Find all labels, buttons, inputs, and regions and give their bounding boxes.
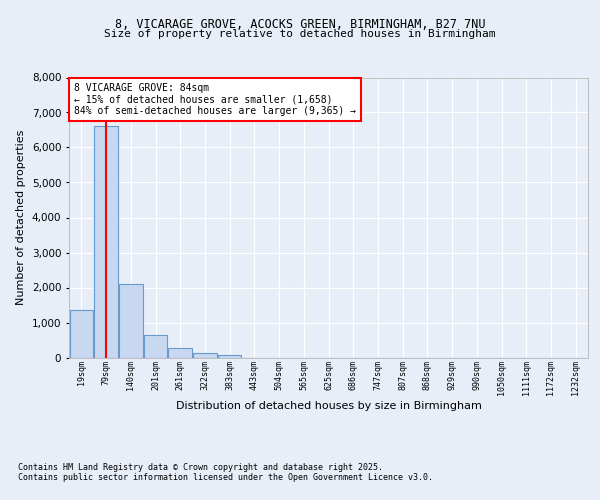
Bar xyxy=(193,353,217,358)
Bar xyxy=(169,348,192,358)
Bar xyxy=(94,126,118,358)
Bar xyxy=(70,310,93,358)
Text: Contains public sector information licensed under the Open Government Licence v3: Contains public sector information licen… xyxy=(18,474,433,482)
Text: 8 VICARAGE GROVE: 84sqm
← 15% of detached houses are smaller (1,658)
84% of semi: 8 VICARAGE GROVE: 84sqm ← 15% of detache… xyxy=(74,83,356,116)
Text: 8, VICARAGE GROVE, ACOCKS GREEN, BIRMINGHAM, B27 7NU: 8, VICARAGE GROVE, ACOCKS GREEN, BIRMING… xyxy=(115,18,485,30)
Y-axis label: Number of detached properties: Number of detached properties xyxy=(16,130,26,305)
Bar xyxy=(144,335,167,357)
Bar xyxy=(218,354,241,358)
X-axis label: Distribution of detached houses by size in Birmingham: Distribution of detached houses by size … xyxy=(176,401,481,411)
Text: Size of property relative to detached houses in Birmingham: Size of property relative to detached ho… xyxy=(104,29,496,39)
Text: Contains HM Land Registry data © Crown copyright and database right 2025.: Contains HM Land Registry data © Crown c… xyxy=(18,462,383,471)
Bar xyxy=(119,284,143,358)
